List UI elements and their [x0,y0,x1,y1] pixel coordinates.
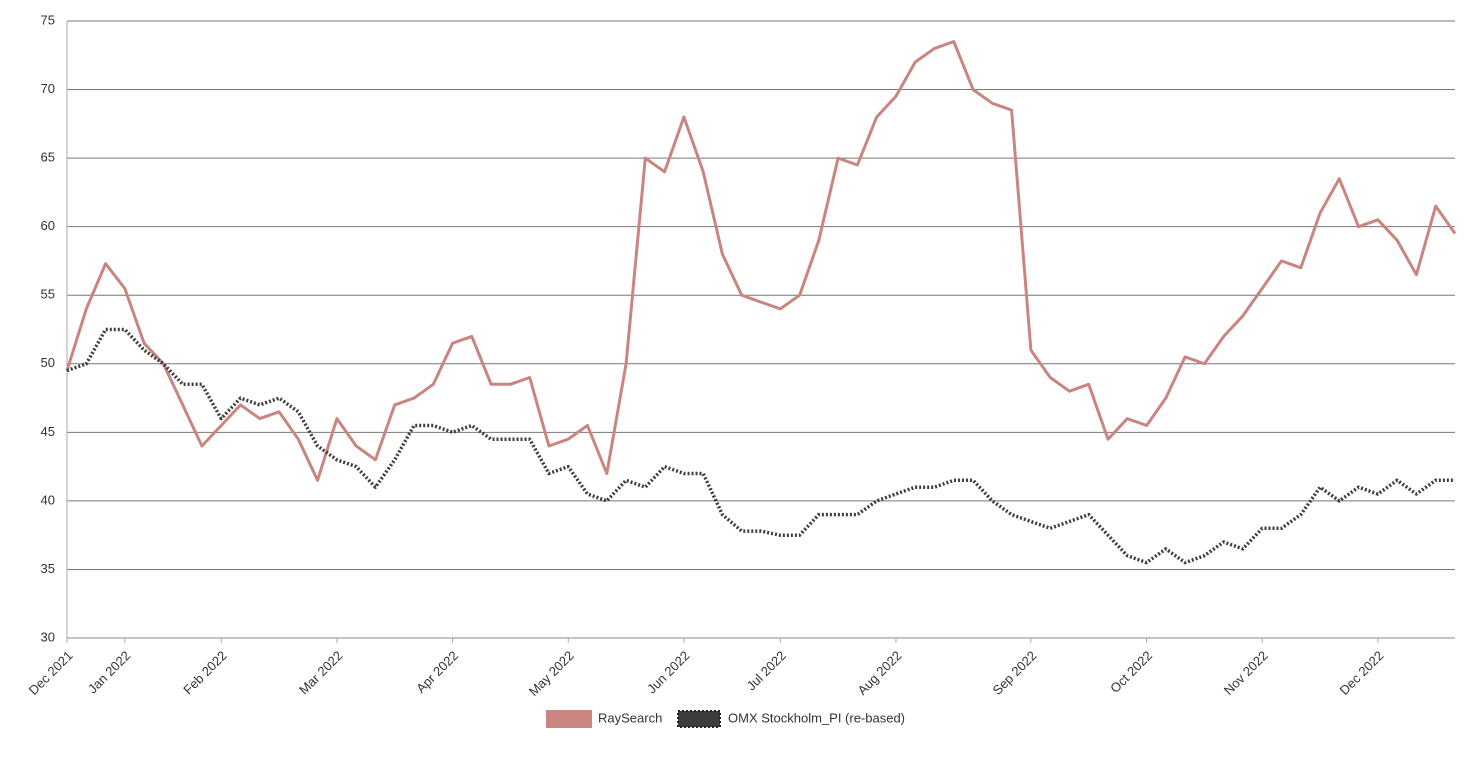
y-tick-label: 55 [41,287,55,302]
y-tick-label: 40 [41,492,55,507]
x-tick-label: Jan 2022 [85,648,133,696]
y-tick-label: 75 [41,12,55,27]
x-tick-label: Mar 2022 [296,648,345,697]
x-tick-label: Dec 2021 [26,648,76,698]
y-tick-label: 60 [41,218,55,233]
x-tick-label: Feb 2022 [180,648,229,697]
legend-label: OMX Stockholm_PI (re-based) [728,710,905,725]
x-tick-label: Oct 2022 [1107,648,1155,696]
x-tick-label: Sep 2022 [989,648,1039,698]
x-tick-label: Dec 2022 [1336,648,1386,698]
x-tick-label: Jun 2022 [644,648,692,696]
y-tick-label: 65 [41,150,55,165]
x-tick-label: Nov 2022 [1221,648,1271,698]
legend-label: RaySearch [598,710,662,725]
series-line [65,40,1457,482]
x-tick-label: May 2022 [526,648,577,699]
legend-swatch [677,710,721,728]
y-tick-label: 45 [41,424,55,439]
legend-swatch [546,710,592,728]
x-tick-label: Apr 2022 [413,648,461,696]
y-tick-label: 50 [41,355,55,370]
y-tick-label: 70 [41,81,55,96]
y-tick-label: 30 [41,629,55,644]
y-tick-label: 35 [41,561,55,576]
x-tick-label: Aug 2022 [855,648,905,698]
x-tick-label: Jul 2022 [743,648,788,693]
series-line [66,327,1455,565]
